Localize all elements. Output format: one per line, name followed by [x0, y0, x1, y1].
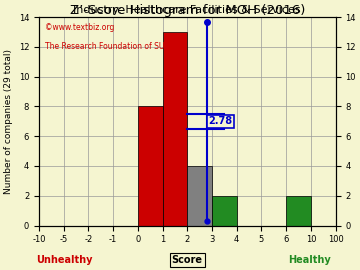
Text: The Research Foundation of SUNY: The Research Foundation of SUNY — [45, 42, 175, 51]
Text: Industry: Healthcare Facilities & Services: Industry: Healthcare Facilities & Servic… — [73, 5, 301, 15]
Text: Score: Score — [172, 255, 203, 265]
Y-axis label: Number of companies (29 total): Number of companies (29 total) — [4, 49, 13, 194]
Bar — [187, 166, 212, 225]
Bar — [163, 32, 187, 225]
Text: ©www.textbiz.org: ©www.textbiz.org — [45, 23, 114, 32]
Bar — [138, 106, 163, 225]
Text: 2.78: 2.78 — [208, 116, 233, 126]
Text: Healthy: Healthy — [288, 255, 331, 265]
Bar — [286, 196, 311, 225]
Title: Z’-Score Histogram for MOH (2016): Z’-Score Histogram for MOH (2016) — [69, 4, 305, 17]
Text: Unhealthy: Unhealthy — [37, 255, 93, 265]
Bar — [212, 196, 237, 225]
